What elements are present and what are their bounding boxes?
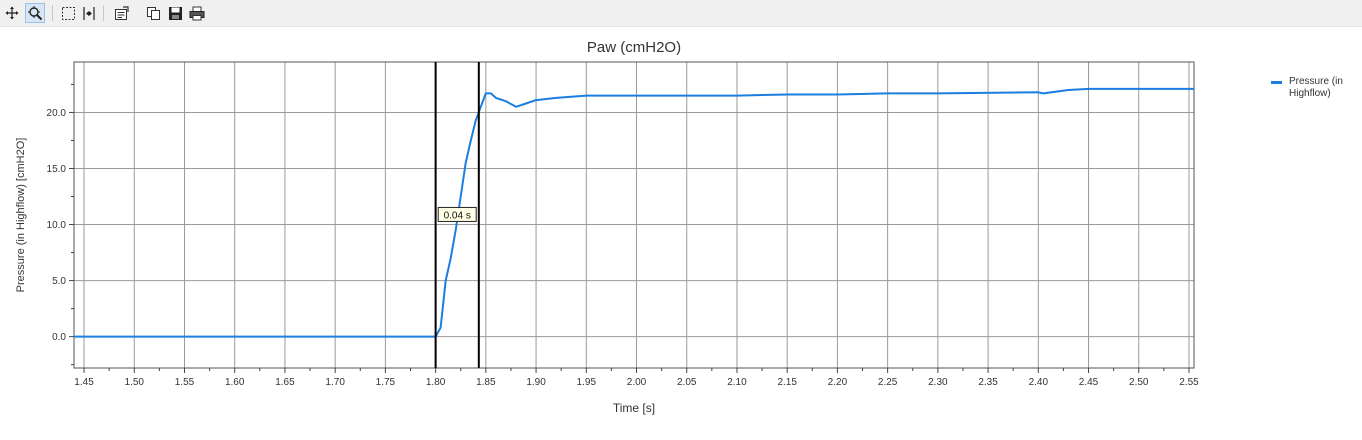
y-axis-label: Pressure (in Highflow) [cmH2O] <box>15 138 27 293</box>
x-tick-label: 1.95 <box>577 377 597 388</box>
x-tick-label: 2.00 <box>627 377 647 388</box>
y-tick-label: 20.0 <box>47 108 67 119</box>
x-tick-label: 2.40 <box>1029 377 1049 388</box>
x-tick-label: 1.50 <box>125 377 145 388</box>
x-tick-label: 2.30 <box>928 377 948 388</box>
measure-annotation-label: 0.04 s <box>444 210 471 221</box>
legend-entry-label: Pressure (in Highflow) <box>1289 76 1343 99</box>
x-tick-label: 1.85 <box>476 377 496 388</box>
x-tick-label: 1.65 <box>275 377 295 388</box>
move-arrows-icon <box>5 6 19 20</box>
y-tick-label: 0.0 <box>52 332 66 343</box>
x-tick-label: 1.90 <box>526 377 546 388</box>
grid-lines <box>74 62 1194 368</box>
dashed-rectangle-icon <box>61 6 75 20</box>
measure-cursors[interactable]: 0.04 s <box>434 62 480 368</box>
cursor-bracket-icon <box>83 6 95 20</box>
zoom-button[interactable] <box>25 3 45 23</box>
properties-button[interactable] <box>112 4 130 22</box>
x-axis-ticks: 1.45 1.50 1.55 1.60 1.65 1.70 1.75 1.80 1.85 1.90… <box>74 368 1199 388</box>
x-tick-label: 2.10 <box>727 377 747 388</box>
x-tick-label: 2.15 <box>777 377 797 388</box>
x-tick-label: 1.75 <box>376 377 396 388</box>
chart-toolbar <box>0 0 1362 27</box>
save-button[interactable] <box>166 4 184 22</box>
x-tick-label: 2.35 <box>978 377 998 388</box>
x-tick-label: 1.55 <box>175 377 195 388</box>
x-axis-label: Time [s] <box>613 401 655 415</box>
measure-annotation-box <box>437 206 477 222</box>
chart-svg[interactable]: Paw (cmH2O) 0.05.010.015.020.0 1.45 1.50 1… <box>0 27 1362 440</box>
print-button[interactable] <box>188 4 206 22</box>
x-tick-label: 1.60 <box>225 377 245 388</box>
floppy-disk-icon <box>168 6 182 20</box>
series-line-pressure <box>74 87 1194 338</box>
series-layer <box>74 87 1194 338</box>
copy-button[interactable] <box>144 4 162 22</box>
x-tick-label: 1.45 <box>74 377 94 388</box>
zoom-magnifier-icon <box>27 5 42 20</box>
plot-frame <box>73 61 1195 369</box>
x-tick-label: 1.80 <box>426 377 446 388</box>
y-axis-ticks: 0.0 5.0 10.0 15.0 20.0 <box>47 83 74 366</box>
pan-button[interactable] <box>3 4 21 22</box>
chart-title: Paw (cmH2O) <box>587 39 681 56</box>
x-tick-label: 2.05 <box>677 377 697 388</box>
copy-icon <box>146 6 160 20</box>
x-tick-label: 2.45 <box>1079 377 1099 388</box>
y-tick-label: 10.0 <box>47 220 67 231</box>
legend-swatch <box>1271 81 1282 84</box>
x-tick-label: 2.20 <box>828 377 848 388</box>
measure-cursor-button[interactable] <box>80 4 98 22</box>
x-tick-label: 2.50 <box>1129 377 1149 388</box>
y-tick-label: 15.0 <box>47 164 67 175</box>
y-tick-label: 5.0 <box>52 276 66 287</box>
select-box-button[interactable] <box>59 4 77 22</box>
properties-icon <box>114 5 129 20</box>
x-tick-label: 1.70 <box>325 377 345 388</box>
printer-icon <box>189 6 205 20</box>
x-tick-label: 2.25 <box>878 377 898 388</box>
x-tick-label: 2.55 <box>1179 377 1199 388</box>
